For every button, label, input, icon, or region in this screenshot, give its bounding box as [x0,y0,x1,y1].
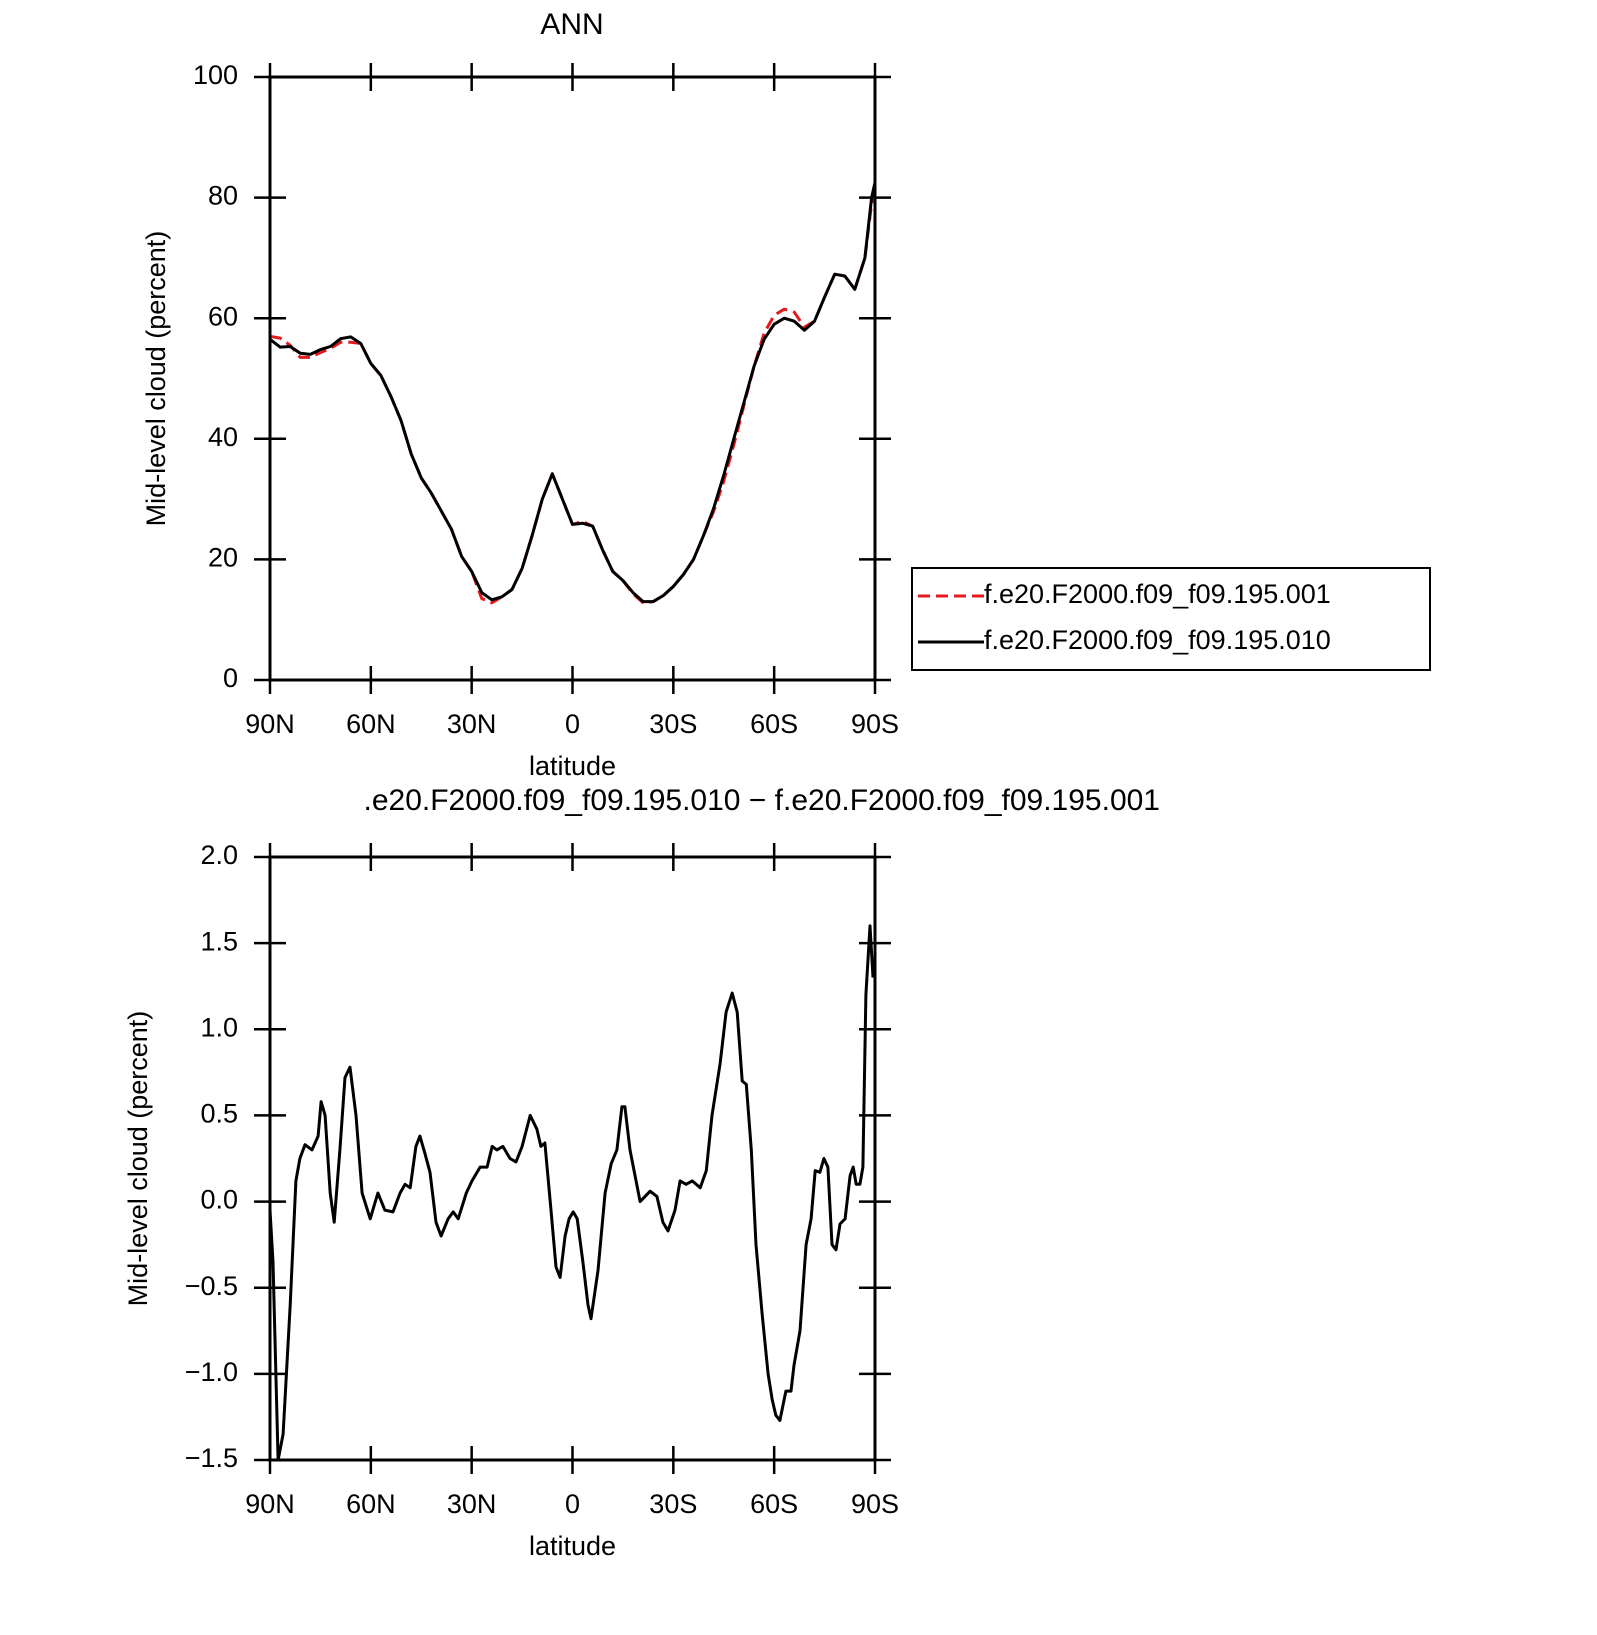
x-tick-label: 30S [649,1489,697,1519]
x-tick-label: 90N [245,709,295,739]
chart-title: ANN [540,8,603,41]
x-tick-label: 60N [346,1489,396,1519]
y-tick-label: −0.5 [185,1271,238,1301]
legend-label: f.e20.F2000.f09_f09.195.010 [984,625,1331,655]
y-tick-label: 2.0 [200,840,238,870]
x-tick-label: 30S [649,709,697,739]
x-tick-label: 90N [245,1489,295,1519]
x-tick-label: 90S [851,1489,899,1519]
y-tick-label: 80 [208,181,238,211]
x-tick-label: 90S [851,709,899,739]
plot-frame [268,855,877,1462]
x-tick-label: 30N [447,1489,497,1519]
y-axis-label: Mid-level cloud (percent) [141,231,171,527]
y-tick-label: 100 [193,60,238,90]
y-tick-label: 1.0 [200,1012,238,1042]
data-line [269,182,877,604]
x-tick-label: 0 [565,709,580,739]
x-tick-label: 60N [346,709,396,739]
x-tick-label: 60S [750,1489,798,1519]
x-tick-label: 30N [447,709,497,739]
y-tick-label: 0 [223,663,238,693]
data-line [269,196,877,605]
y-tick-label: −1.0 [185,1357,238,1387]
x-axis-label: latitude [529,751,616,781]
y-tick-label: 0.5 [200,1099,238,1129]
x-tick-label: 0 [565,1489,580,1519]
y-tick-label: −1.5 [185,1443,238,1473]
chart-title: .e20.F2000.f09_f09.195.010 − f.e20.F2000… [363,784,1160,817]
y-tick-label: 0.0 [200,1185,238,1215]
legend-box [911,567,1431,671]
x-axis-label: latitude [529,1531,616,1561]
y-tick-label: 60 [208,301,238,331]
y-axis-label: Mid-level cloud (percent) [123,1011,153,1307]
y-tick-label: 20 [208,543,238,573]
y-tick-label: 40 [208,422,238,452]
plot-frame [268,75,877,682]
x-tick-label: 60S [750,709,798,739]
y-tick-label: 1.5 [200,926,238,956]
data-line [268,924,875,1462]
legend-label: f.e20.F2000.f09_f09.195.001 [984,579,1331,609]
